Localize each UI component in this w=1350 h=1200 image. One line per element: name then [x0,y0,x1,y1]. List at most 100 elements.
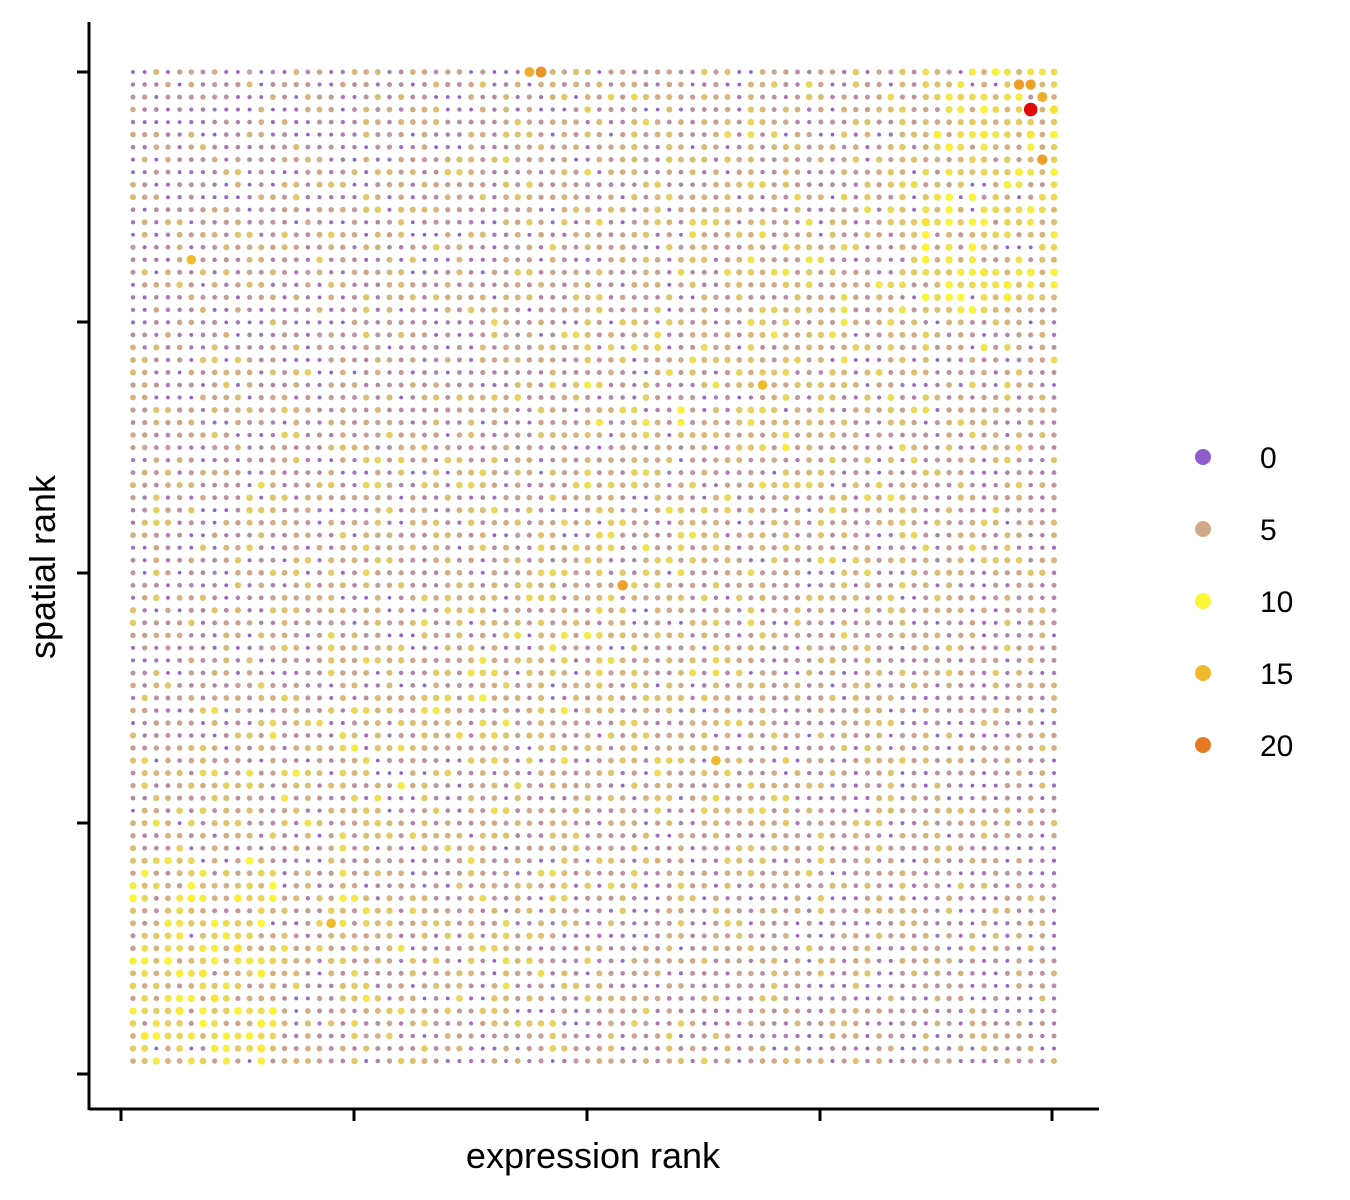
data-point [165,482,171,488]
data-point [585,833,590,838]
data-point [1016,532,1022,539]
data-point [409,1057,416,1065]
data-point [142,419,148,426]
data-point [992,569,999,576]
data-point [422,557,427,563]
data-point [642,381,650,389]
data-point [503,570,509,576]
data-point [968,306,977,314]
data-point [503,519,509,526]
data-point [1028,996,1033,1001]
data-point [456,394,463,401]
data-point [549,907,556,914]
data-point [876,1033,883,1039]
data-point [619,294,626,301]
data-point [922,1032,929,1039]
data-point [328,945,334,952]
data-point [526,970,533,977]
data-point [410,345,416,350]
data-point [281,431,288,439]
data-point [410,395,416,400]
data-point [864,544,871,551]
data-point [666,1045,673,1052]
data-point [432,469,440,476]
data-point [993,344,999,350]
data-point [654,457,661,463]
data-point [620,646,625,650]
data-point [572,807,580,814]
data-point [258,545,264,551]
data-point [724,494,731,502]
data-point [760,470,765,475]
data-point [1004,757,1011,764]
data-point [433,419,440,426]
data-point [316,306,323,313]
data-point [491,506,498,514]
data-point [305,933,310,938]
data-point [223,407,229,413]
data-point [410,733,416,738]
data-point [922,582,929,589]
data-point [702,407,707,413]
data-point [1005,921,1010,926]
data-point [212,294,218,300]
data-point [643,557,649,564]
data-point [397,944,405,952]
data-point [305,645,310,650]
data-point [642,394,650,401]
data-point [177,708,182,713]
data-point [713,607,719,614]
data-point [619,807,626,814]
data-point [1051,307,1057,313]
data-point [1015,294,1023,301]
data-point [457,320,462,325]
data-point [176,632,183,639]
data-point [410,1033,415,1039]
data-point [632,1058,637,1064]
data-point [958,620,964,626]
data-point [923,432,929,438]
data-point [422,1034,427,1038]
data-point [282,996,287,1001]
data-point [970,1058,975,1064]
data-point [235,307,241,313]
data-point [876,683,882,688]
data-point [165,382,171,388]
data-point [725,833,731,839]
data-point [503,783,509,788]
data-point [771,682,777,688]
data-point [433,895,439,901]
data-point [281,1008,288,1014]
data-point [841,958,847,964]
data-point [257,919,266,928]
data-point [596,306,603,314]
data-point [445,808,451,813]
data-point [608,395,614,400]
data-point [247,483,252,488]
data-point [549,582,556,589]
data-point [164,682,172,689]
data-point [632,357,637,362]
data-point [224,720,229,726]
data-point [712,431,720,439]
data-point [759,945,766,952]
data-point [596,682,603,689]
data-point [199,1019,207,1028]
data-point [503,370,509,375]
data-point [491,407,498,413]
data-point [246,807,253,814]
data-point [502,832,510,839]
data-point [130,933,136,939]
data-point [328,607,335,614]
data-point [561,557,568,563]
data-point [958,796,963,801]
data-point [223,331,230,338]
data-point [164,406,172,414]
data-point [1028,457,1033,463]
data-point [526,732,533,739]
data-point [352,1008,357,1014]
data-point [293,519,299,526]
data-point [1051,532,1057,539]
data-point [187,1057,195,1065]
data-point [526,1020,533,1027]
